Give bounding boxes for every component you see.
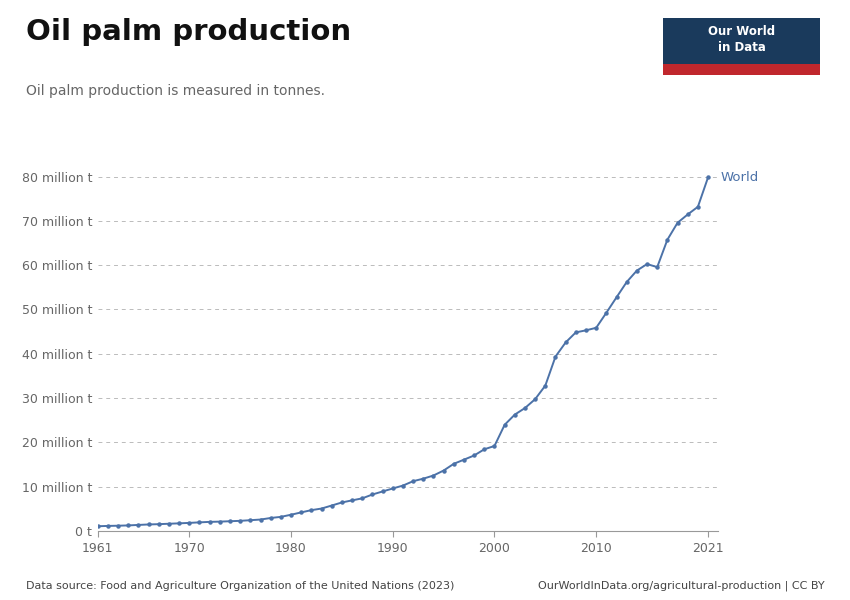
Text: Our World
in Data: Our World in Data [708, 25, 775, 55]
Text: Oil palm production is measured in tonnes.: Oil palm production is measured in tonne… [26, 84, 325, 98]
Text: OurWorldInData.org/agricultural-production | CC BY: OurWorldInData.org/agricultural-producti… [538, 581, 824, 591]
FancyBboxPatch shape [663, 18, 820, 75]
Text: World: World [720, 171, 758, 184]
Text: Oil palm production: Oil palm production [26, 18, 350, 46]
FancyBboxPatch shape [663, 64, 820, 75]
Text: Data source: Food and Agriculture Organization of the United Nations (2023): Data source: Food and Agriculture Organi… [26, 581, 454, 591]
